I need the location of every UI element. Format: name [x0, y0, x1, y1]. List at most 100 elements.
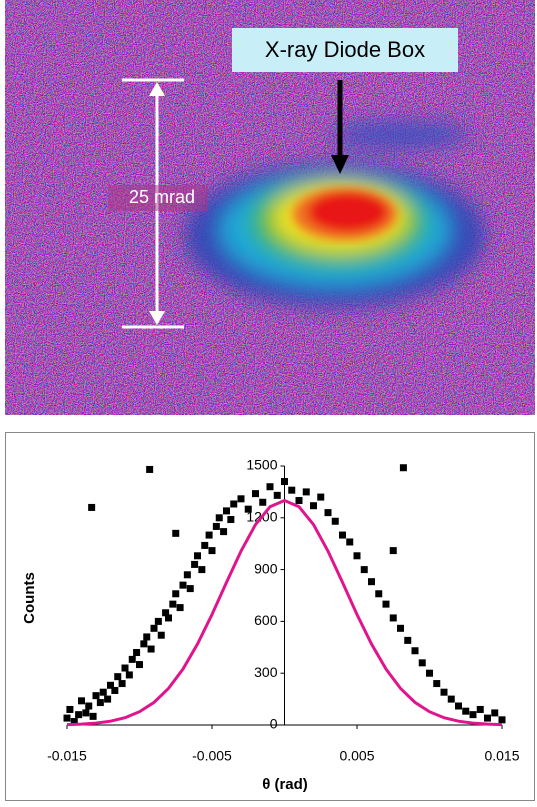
data-point — [114, 673, 122, 681]
data-point — [302, 488, 310, 496]
scale-label: 25 mrad — [129, 187, 195, 207]
x-axis-label: θ (rad) — [262, 776, 308, 793]
data-point — [411, 647, 419, 655]
y-tick-label: 0 — [270, 716, 278, 732]
data-point — [107, 681, 114, 689]
data-point — [273, 491, 281, 499]
data-point — [104, 695, 112, 703]
data-point — [281, 478, 288, 486]
data-point — [227, 516, 235, 524]
data-point — [140, 640, 148, 648]
data-point — [399, 464, 407, 472]
data-point — [455, 702, 462, 710]
data-point — [165, 614, 172, 622]
data-point — [147, 645, 155, 653]
data-point — [317, 493, 325, 501]
data-point — [389, 547, 397, 555]
data-point — [324, 509, 332, 517]
data-point — [331, 517, 339, 525]
data-point — [154, 617, 162, 625]
data-point — [447, 695, 455, 703]
y-tick-label: 900 — [254, 560, 278, 576]
data-point — [389, 614, 397, 622]
x-tick-label: -0.015 — [47, 748, 87, 764]
data-point — [186, 585, 194, 593]
data-point — [252, 490, 259, 498]
data-point — [191, 560, 199, 568]
data-point — [462, 707, 470, 715]
data-point — [220, 528, 228, 536]
data-point — [339, 531, 346, 539]
data-point — [183, 571, 191, 579]
data-point — [70, 718, 78, 726]
data-point — [78, 697, 85, 705]
data-point — [205, 531, 213, 539]
data-point — [375, 590, 383, 598]
data-point — [85, 702, 93, 710]
data-point — [295, 497, 303, 505]
data-point — [244, 505, 252, 513]
beam-image: X-ray Diode Box 25 mrad — [5, 0, 535, 415]
data-point — [143, 633, 151, 641]
data-point — [96, 699, 104, 707]
data-point — [194, 552, 201, 560]
y-axis-label: Counts — [21, 572, 38, 624]
data-point — [92, 692, 100, 700]
data-point — [111, 686, 119, 694]
y-tick-label: 300 — [254, 664, 278, 680]
data-point — [146, 465, 154, 473]
data-point — [118, 680, 126, 688]
data-point — [89, 712, 97, 720]
data-point — [469, 711, 477, 719]
data-point — [99, 688, 107, 696]
data-point — [136, 661, 143, 669]
data-point — [230, 500, 238, 508]
data-point — [440, 688, 448, 696]
data-point — [179, 581, 187, 589]
data-point — [397, 624, 404, 632]
arrow-head — [331, 155, 349, 174]
data-point — [310, 502, 317, 510]
arrow-label: X-ray Diode Box — [265, 37, 425, 62]
data-point — [237, 495, 245, 503]
scale-arrow-bottom — [149, 311, 165, 325]
data-point — [368, 578, 375, 586]
data-point — [125, 671, 133, 679]
data-point — [157, 631, 165, 639]
data-point — [426, 669, 433, 677]
data-point — [212, 522, 220, 530]
data-point — [476, 705, 484, 713]
data-point — [88, 503, 96, 511]
data-point — [484, 714, 491, 722]
data-point — [82, 709, 90, 717]
x-tick-label: -0.005 — [192, 748, 232, 764]
scale-arrow-top — [149, 82, 165, 96]
data-point — [128, 655, 136, 663]
data-point — [288, 486, 296, 494]
data-point — [404, 636, 412, 644]
x-tick-label: 0.015 — [484, 748, 519, 764]
data-point — [121, 664, 129, 672]
data-point — [259, 498, 267, 506]
label-box — [232, 28, 458, 72]
data-point — [63, 714, 71, 722]
data-point — [169, 600, 177, 608]
data-point — [198, 566, 206, 574]
data-point — [433, 680, 441, 688]
data-point — [360, 566, 368, 574]
beam-core — [293, 188, 397, 240]
data-point — [172, 590, 180, 598]
fit-curve — [66, 498, 503, 727]
data-point — [150, 624, 158, 632]
data-point — [176, 604, 184, 612]
data-point — [172, 529, 180, 537]
x-tick-label: 0.005 — [339, 748, 374, 764]
data-point — [266, 483, 274, 491]
scale-label-bg — [108, 185, 208, 211]
data-point — [223, 507, 230, 515]
data-point — [75, 711, 83, 719]
data-point — [498, 716, 506, 724]
data-point — [491, 709, 499, 717]
